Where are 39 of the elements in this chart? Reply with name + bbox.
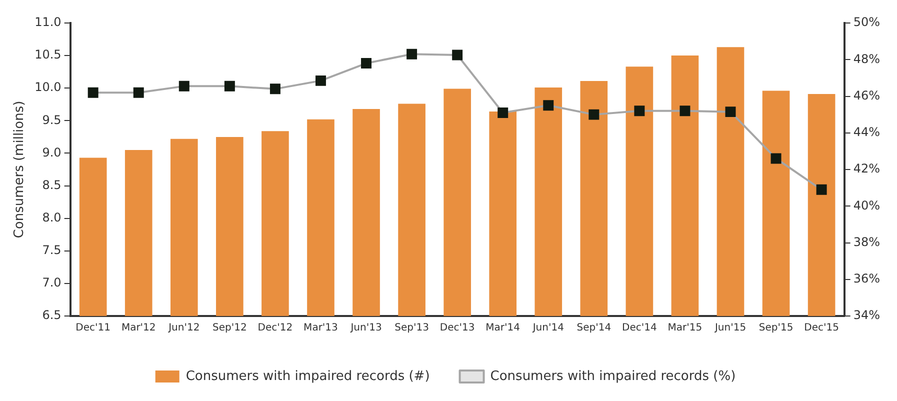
x-tick-label: Sep'14 [576,322,612,334]
y-tick-label: 8.0 [42,210,62,224]
x-tick-label: Sep'13 [394,322,429,334]
y2-tick-label: 36% [853,272,880,286]
x-tick-label: Sep'15 [758,322,794,334]
x-tick-label: Jun'13 [350,322,382,334]
y-axis-title: Consumers (millions) [12,100,28,238]
x-tick-label: Jun'15 [714,322,746,334]
x-tick-label: Jun'14 [532,322,564,334]
x-tick-label: Mar'15 [668,322,702,334]
y2-tick-label: 38% [853,234,880,249]
x-tick-label: Sep'12 [212,322,247,334]
x-tick-label: Dec'12 [258,322,293,334]
legend-label: Consumers with impaired records (%) [490,368,736,384]
y-tick-label: 10.5 [34,48,62,62]
y2-tick-label: 44% [853,125,880,139]
y-tick-label: 7.0 [42,276,62,290]
y2-tick-label: 42% [853,162,880,176]
y-tick-label: 9.0 [42,145,62,160]
y-tick-label: 9.5 [42,112,62,127]
y2-tick-label: 50% [853,15,880,30]
x-tick-label: Dec'13 [440,322,475,334]
y-tick-label: 8.5 [42,178,62,192]
x-tick-label: Dec'14 [622,322,657,334]
y-tick-label: 11.0 [34,15,62,30]
x-tick-label: Dec'15 [804,322,839,334]
x-tick-label: Dec'11 [76,322,110,334]
x-tick-label: Mar'12 [121,322,156,334]
y2-tick-label: 48% [853,52,880,66]
y-tick-label: 6.5 [42,308,62,322]
y2-tick-label: 34% [853,308,880,322]
y-tick-label: 10.0 [34,80,62,94]
x-tick-label: Mar'13 [304,322,338,334]
legend-label: Consumers with impaired records (#) [186,368,430,384]
y2-tick-label: 40% [853,198,880,212]
x-tick-label: Jun'12 [168,322,200,334]
y2-tick-label: 46% [853,88,880,102]
y-tick-label: 7.5 [42,243,62,258]
x-tick-label: Mar'14 [486,322,520,334]
